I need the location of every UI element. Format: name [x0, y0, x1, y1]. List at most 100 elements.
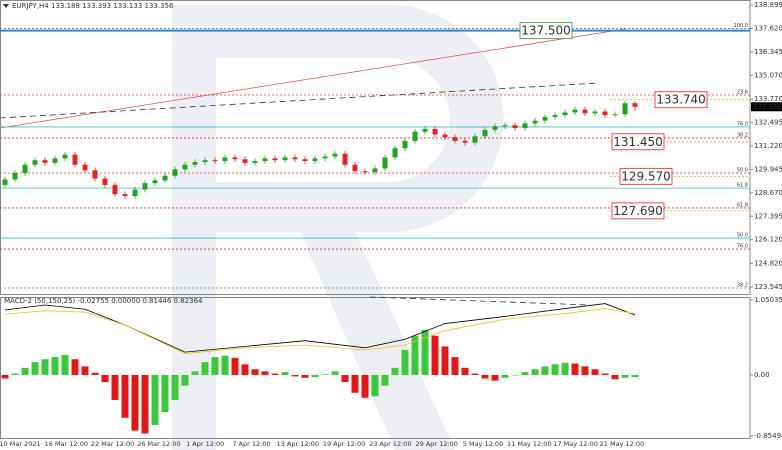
macd-bar: [561, 362, 569, 375]
candle-body: [602, 111, 608, 116]
macd-bar: [111, 374, 119, 400]
candle-body: [42, 160, 48, 163]
target-label: 133.740: [656, 93, 706, 107]
macd-bar: [211, 357, 219, 375]
candle-body: [412, 131, 418, 141]
macd-bar: [191, 371, 199, 375]
candle-body: [182, 164, 188, 170]
macd-bar: [491, 374, 499, 381]
y-tick-label: 133.770: [754, 95, 782, 103]
candle-body: [272, 158, 278, 161]
y-tick-label: 135.070: [754, 71, 782, 79]
candle-body: [22, 164, 28, 174]
x-tick-label: 21 May 12:00: [600, 440, 645, 448]
x-tick-label: 19 Apr 12:00: [323, 440, 365, 448]
macd-bar: [591, 369, 599, 375]
macd-bar: [541, 366, 549, 375]
macd-tick-label: 1.05035: [754, 296, 782, 304]
candle-body: [252, 161, 258, 163]
candle-body: [52, 158, 58, 163]
macd-bar: [61, 354, 69, 375]
macd-line: [4, 308, 636, 354]
macd-bar: [431, 335, 439, 375]
fib-label: 38.2: [737, 283, 748, 289]
x-tick-label: 5 May 12:00: [463, 440, 503, 448]
y-tick-label: 124.820: [754, 260, 782, 268]
candle-body: [462, 140, 468, 143]
candle-body: [232, 157, 238, 160]
target-label: 137.500: [521, 24, 571, 38]
candle-body: [112, 184, 118, 195]
candle-body: [192, 162, 198, 165]
macd-bar: [11, 373, 19, 375]
candle-body: [332, 153, 338, 157]
candle-body: [172, 169, 178, 176]
macd-bar: [461, 367, 469, 375]
macd-bar: [121, 374, 129, 418]
fib-label: 50.0: [737, 233, 748, 239]
menu-icon: [3, 4, 9, 8]
candle-body: [2, 179, 8, 185]
macd-bar: [171, 374, 179, 400]
candle-body: [472, 136, 478, 143]
candle-body: [492, 126, 498, 130]
watermark-bowl: [216, 5, 504, 450]
macd-bar: [101, 374, 109, 383]
macd-bar: [601, 373, 609, 375]
macd-bar: [281, 372, 289, 375]
candle-body: [562, 112, 568, 116]
macd-bar: [151, 374, 159, 425]
y-tick-label: 129.945: [754, 165, 782, 173]
macd-bar: [231, 357, 239, 375]
candle-body: [482, 129, 488, 137]
macd-bar: [401, 349, 409, 375]
candle-body: [262, 158, 268, 162]
macd-bar: [441, 346, 449, 375]
macd-bar: [521, 372, 529, 375]
x-tick-label: 29 Apr 12:00: [416, 440, 458, 448]
candle-body: [582, 109, 588, 114]
candle-body: [72, 154, 78, 165]
y-tick-label: 136.345: [754, 48, 782, 56]
fib-label: 61.8: [737, 202, 748, 208]
macd-bar: [551, 364, 559, 375]
target-label: 127.690: [613, 204, 663, 218]
macd-bar: [301, 374, 309, 378]
candle-body: [622, 103, 628, 115]
macd-trend-line: [369, 296, 591, 306]
macd-bar: [291, 374, 299, 377]
macd-bar: [51, 357, 59, 375]
macd-bar: [421, 329, 429, 375]
candle-body: [102, 178, 108, 185]
macd-bar: [221, 355, 229, 375]
macd-bar: [161, 374, 169, 413]
candle-body: [512, 125, 518, 129]
candle-body: [12, 173, 18, 180]
x-tick-label: 23 Apr 12:00: [369, 440, 411, 448]
macd-line: [4, 303, 636, 353]
y-tick-label: 132.495: [754, 119, 782, 127]
candle-body: [392, 148, 398, 158]
macd-bar: [501, 374, 509, 378]
watermark-stem: [172, 5, 216, 450]
macd-bar: [201, 362, 209, 375]
x-tick-label: 7 Apr 12:00: [232, 440, 270, 448]
target-box: [611, 202, 665, 220]
macd-bar: [31, 362, 39, 375]
target-label: 129.570: [621, 169, 671, 183]
macd-bar: [71, 359, 79, 375]
target-box: [619, 167, 673, 185]
y-tick-label: 138.899: [754, 1, 782, 9]
macd-bar: [41, 359, 49, 375]
macd-bar: [321, 374, 329, 375]
macd-bar: [631, 374, 639, 378]
candle-body: [572, 109, 578, 113]
candle-body: [402, 140, 408, 149]
candle-body: [552, 115, 558, 118]
x-tick-label: 17 May 12:00: [553, 440, 598, 448]
trend-line: [0, 28, 626, 129]
y-tick-label: 127.395: [754, 212, 782, 220]
candle-body: [132, 189, 138, 196]
candle-body: [282, 157, 288, 161]
